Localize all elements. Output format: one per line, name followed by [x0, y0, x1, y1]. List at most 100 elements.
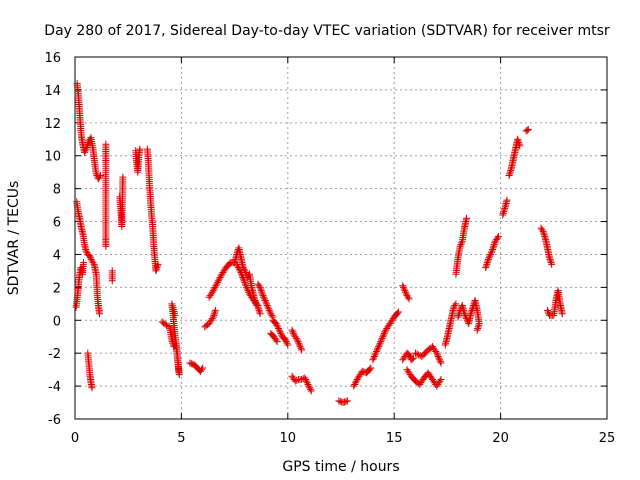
- y-tick-label: 0: [53, 314, 61, 329]
- data-point: [463, 214, 471, 222]
- data-point: [306, 385, 314, 393]
- data-point: [274, 323, 282, 331]
- data-point: [467, 308, 475, 316]
- y-axis-label: SDTVAR / TECUs: [6, 181, 22, 296]
- data-point: [84, 140, 92, 148]
- data-point: [153, 264, 161, 272]
- data-point: [81, 147, 89, 155]
- x-tick-label: 0: [71, 431, 79, 446]
- data-point: [375, 343, 383, 351]
- data-point: [274, 325, 282, 332]
- data-point: [436, 377, 444, 385]
- data-point: [289, 329, 297, 337]
- data-point: [489, 244, 497, 252]
- data-point: [87, 255, 95, 263]
- data-point: [288, 326, 296, 334]
- data-point: [436, 357, 444, 365]
- data-point: [540, 229, 548, 237]
- data-point: [505, 171, 513, 179]
- data-point: [186, 359, 194, 367]
- data-point: [499, 211, 507, 219]
- data-point: [404, 293, 412, 301]
- data-point: [558, 310, 566, 318]
- data-point: [507, 167, 515, 175]
- data-point: [257, 287, 265, 295]
- data-point: [524, 125, 532, 133]
- data-point: [153, 262, 161, 270]
- data-point: [494, 232, 502, 240]
- data-point: [211, 308, 219, 316]
- data-point: [489, 246, 497, 254]
- data-point: [245, 288, 253, 296]
- data-point: [297, 344, 305, 352]
- data-point: [302, 376, 310, 384]
- data-points: [72, 79, 566, 407]
- chart-title: Day 280 of 2017, Sidereal Day-to-day VTE…: [44, 23, 610, 39]
- data-point: [241, 280, 249, 288]
- data-point: [486, 250, 494, 258]
- data-point: [242, 282, 250, 290]
- data-point: [538, 226, 546, 234]
- data-point: [256, 308, 264, 316]
- data-point: [352, 377, 360, 385]
- data-point: [301, 374, 309, 382]
- data-point: [209, 313, 217, 321]
- data-point: [168, 336, 176, 344]
- data-point: [475, 320, 483, 328]
- data-point: [277, 329, 285, 337]
- data-point: [485, 254, 493, 262]
- data-point: [95, 173, 103, 181]
- y-tick-label: 12: [44, 117, 61, 132]
- data-point: [83, 142, 91, 150]
- data-point: [503, 196, 511, 204]
- data-point: [86, 252, 94, 260]
- data-point: [454, 313, 462, 321]
- data-point: [244, 287, 252, 295]
- data-point: [256, 283, 264, 291]
- data-point: [240, 277, 248, 285]
- y-tick-label: 16: [44, 51, 61, 66]
- data-point: [260, 293, 268, 301]
- data-point: [265, 305, 273, 313]
- data-point: [303, 379, 311, 387]
- data-point: [372, 348, 380, 356]
- data-point: [199, 364, 207, 372]
- data-point: [255, 282, 263, 290]
- data-point: [236, 267, 244, 275]
- data-point: [210, 311, 218, 319]
- data-point: [187, 360, 195, 368]
- data-point: [380, 329, 388, 337]
- data-point: [258, 288, 266, 296]
- data-point: [376, 339, 384, 347]
- data-point: [339, 399, 347, 407]
- data-point: [259, 292, 267, 300]
- data-point: [273, 321, 281, 329]
- data-point: [540, 231, 548, 239]
- data-point: [152, 265, 160, 273]
- data-point: [413, 350, 421, 358]
- data-point: [379, 333, 387, 341]
- data-point: [211, 306, 219, 314]
- data-point: [234, 262, 242, 270]
- data-point: [171, 311, 179, 319]
- data-point: [499, 209, 507, 217]
- y-tick-label: 2: [53, 281, 61, 296]
- data-point: [272, 320, 280, 328]
- data-point: [92, 170, 100, 178]
- data-point: [213, 280, 221, 288]
- data-point: [366, 365, 374, 373]
- data-point: [238, 270, 246, 278]
- data-point: [377, 338, 385, 346]
- data-point: [84, 139, 92, 147]
- data-point: [89, 259, 97, 267]
- y-axis: -6 -4 -2 0 2 4 6 8 10 12 14 16: [44, 51, 607, 428]
- data-point: [488, 247, 496, 255]
- data-point: [293, 336, 301, 344]
- data-point: [500, 208, 508, 216]
- data-point: [405, 295, 413, 303]
- data-point: [343, 397, 351, 405]
- data-point: [272, 336, 280, 344]
- data-point: [208, 315, 216, 323]
- data-point: [543, 306, 551, 314]
- data-point: [80, 259, 88, 267]
